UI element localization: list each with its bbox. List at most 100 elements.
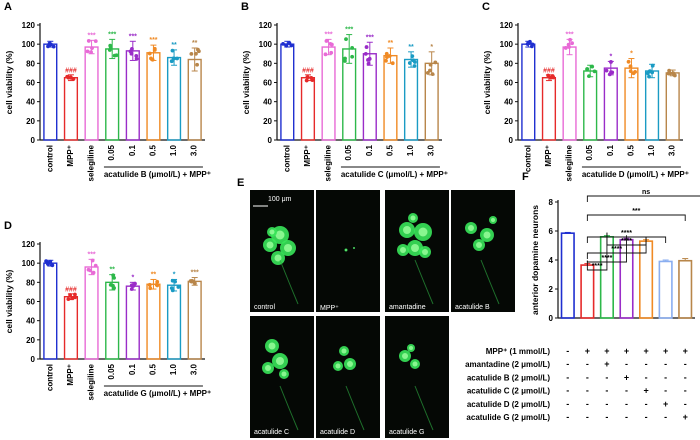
data-point-b-3-2 — [342, 59, 347, 63]
treatment-sign-1-0: - — [566, 359, 569, 369]
treatment-sign-0-6: + — [683, 346, 688, 356]
category-label-d-5: 0.5 — [148, 363, 157, 375]
neuron-core-1-0 — [345, 249, 347, 251]
bar-a-5 — [146, 52, 161, 141]
comparison-label-6: ns — [642, 189, 650, 196]
scale-bar-label: 100 μm — [268, 196, 292, 203]
category-label-c-1: MPP⁺ — [544, 145, 553, 167]
micrograph-label-acatulide-g: acatulide G — [389, 429, 425, 436]
treatment-sign-4-3: - — [625, 399, 628, 409]
micrograph-label-control: control — [254, 304, 276, 311]
category-label-b-2: selegiline — [324, 144, 333, 181]
comparison-label-1: **** — [601, 255, 612, 262]
data-point-b-6-3 — [407, 61, 412, 65]
significance-b-3: *** — [345, 27, 353, 34]
bar-c-2 — [562, 46, 577, 141]
panel-letter-c: C — [482, 1, 490, 13]
data-point-a-1-3 — [65, 74, 70, 79]
group-label-a: acatulide B (μmol/L) + MPP⁺ — [104, 170, 211, 179]
neuron-core-5-2 — [335, 363, 341, 369]
treatment-sign-5-4: - — [645, 412, 648, 422]
neuron-core-4-3 — [281, 371, 287, 377]
data-point-a-7-4 — [194, 51, 198, 56]
data-point-b-3-3 — [350, 45, 355, 50]
data-point-a-2-2 — [89, 50, 93, 55]
category-label-b-5: 0.5 — [385, 144, 394, 156]
treatment-sign-1-2: + — [604, 359, 609, 369]
comparison-label-3: **** — [621, 238, 632, 245]
category-label-a-1: MPP⁺ — [66, 145, 75, 167]
significance-d-5: ** — [151, 271, 157, 278]
micrograph-label-mpp: MPP⁺ — [320, 305, 339, 312]
bar-c-3 — [583, 70, 598, 141]
treatment-sign-2-1: - — [586, 372, 589, 382]
category-label-d-1: MPP⁺ — [66, 364, 75, 386]
category-label-c-3: 0.05 — [585, 144, 594, 160]
bar-d-4 — [125, 285, 140, 360]
data-point-b-0-0 — [281, 41, 285, 46]
y-tick-label-c-6: 120 — [500, 21, 514, 30]
treatment-sign-3-4: + — [643, 386, 648, 396]
treatment-sign-3-0: - — [566, 386, 569, 396]
neuron-core-0-4 — [269, 229, 275, 235]
category-label-c-5: 0.5 — [626, 144, 635, 156]
bar-c-4 — [603, 67, 618, 141]
data-point-c-5-4 — [628, 69, 633, 74]
micrograph-label-amantadine: amantadine — [389, 304, 426, 311]
significance-b-7: * — [430, 44, 433, 51]
data-point-a-3-3 — [108, 46, 113, 50]
micrograph-label-acatulide-b: acatulide B — [455, 304, 490, 311]
data-point-d-2-0 — [91, 270, 96, 275]
y-tick-label-b-1: 20 — [263, 117, 272, 126]
category-label-b-6: 1.0 — [406, 144, 415, 156]
data-point-b-3-4 — [344, 37, 348, 41]
comparison-bracket-3 — [606, 232, 647, 246]
bar-c-1 — [541, 77, 557, 141]
panel-a: A 0 20 40 60 80 100 120 cell viability (%) contro… — [4, 1, 211, 181]
bar-d-2 — [84, 266, 99, 360]
data-point-a-4-1 — [134, 57, 139, 61]
data-point-d-4-1 — [129, 287, 134, 291]
treatment-label-3: acatulide C (2 μmol/L) — [467, 387, 550, 396]
bar-a-3 — [105, 48, 120, 141]
y-tick-label-f-4: 8 — [549, 198, 554, 207]
y-tick-label-c-1: 20 — [504, 117, 513, 126]
data-point-c-6-1 — [647, 74, 651, 79]
comparison-bracket-0 — [586, 232, 608, 271]
category-label-c-2: selegiline — [565, 144, 574, 181]
y-tick-label-b-2: 40 — [263, 98, 272, 107]
treatment-sign-1-3: - — [625, 359, 628, 369]
neuron-core-0-1 — [266, 241, 274, 249]
category-label-d-3: 0.05 — [107, 363, 116, 379]
data-point-a-1-4 — [68, 75, 73, 80]
micrograph-5 — [316, 316, 380, 438]
comparison-bracket-5 — [586, 214, 686, 221]
comparison-bracket-1 — [586, 235, 627, 263]
treatment-sign-0-0: - — [566, 346, 569, 356]
data-point-c-6-4 — [645, 71, 650, 76]
y-axis-label-f: anterior dopamine neurons — [530, 205, 540, 315]
treatment-label-2: acatulide B (2 μmol/L) — [467, 373, 550, 382]
data-point-c-2-0 — [563, 46, 568, 50]
data-point-b-7-2 — [430, 72, 435, 77]
category-label-d-2: selegiline — [87, 363, 96, 400]
treatment-sign-5-3: - — [625, 412, 628, 422]
data-point-b-2-0 — [329, 50, 334, 55]
treatment-sign-2-4: - — [645, 372, 648, 382]
data-point-b-2-1 — [324, 39, 329, 43]
bar-d-1 — [63, 296, 79, 360]
significance-b-2: *** — [324, 31, 332, 38]
treatment-sign-5-6: + — [683, 412, 688, 422]
significance-d-4: * — [131, 274, 134, 281]
axon-4 — [279, 385, 299, 431]
bar-d-6 — [166, 284, 182, 360]
significance-b-4: *** — [366, 34, 374, 41]
treatment-sign-5-2: - — [605, 412, 608, 422]
panel-letter-a: A — [4, 1, 12, 13]
treatment-sign-5-0: - — [566, 412, 569, 422]
data-point-d-2-4 — [90, 258, 95, 263]
bar-c-7 — [665, 72, 680, 141]
treatment-sign-2-6: - — [684, 372, 687, 382]
treatment-sign-5-5: - — [664, 412, 667, 422]
